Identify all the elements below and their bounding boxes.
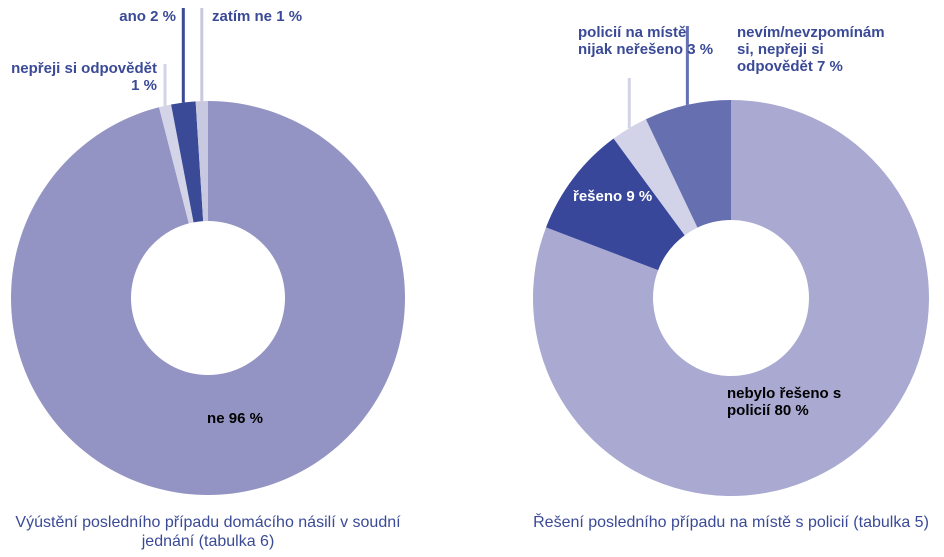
label-part: nepřeji si odpovědět: [11, 60, 157, 77]
slice: [159, 104, 194, 224]
data-label: ne 96 %: [135, 410, 335, 427]
slice: [533, 100, 929, 496]
label-part: policií na místě nijak neřešeno: [578, 24, 687, 58]
slice: [195, 101, 208, 222]
label-part: 7 %: [817, 58, 843, 75]
label-part: zatím ne: [212, 8, 273, 25]
chart-title: Výústění posledního případu domácího nás…: [15, 514, 401, 550]
data-label: nebylo řešeno s policií 80 %: [727, 385, 877, 419]
label-part: řešeno: [573, 188, 623, 205]
slice: [613, 119, 698, 236]
label-part: 9 %: [626, 188, 653, 205]
data-label: nepřeji si odpovědět 1 %: [7, 60, 157, 94]
data-label: ano 2 %: [26, 8, 176, 25]
data-label: nevím/nevzpomínám si, nepřeji si odpověd…: [737, 24, 887, 75]
label-part: 2 %: [150, 8, 176, 25]
label-part: 1 %: [131, 77, 157, 94]
chart-title: Řešení posledního případu na místě s pol…: [533, 514, 929, 531]
label-part: 96 %: [228, 410, 263, 427]
label-part: ano: [119, 8, 146, 25]
data-label: policií na místě nijak neřešeno 3 %: [578, 24, 718, 58]
slice: [546, 138, 685, 271]
data-label: řešeno 9 %: [573, 188, 653, 205]
slice: [645, 100, 731, 228]
label-part: 3 %: [687, 41, 714, 58]
label-part: 1 %: [276, 8, 303, 25]
label-part: ne: [207, 410, 225, 427]
slice: [171, 101, 204, 223]
label-part: nevím/nevzpomínám si, nepřeji si odpověd…: [737, 24, 885, 75]
slice: [10, 101, 406, 495]
data-label: zatím ne 1 %: [212, 8, 372, 25]
label-part: 80 %: [774, 402, 809, 419]
label-part: nebylo řešeno s policií: [727, 385, 842, 419]
